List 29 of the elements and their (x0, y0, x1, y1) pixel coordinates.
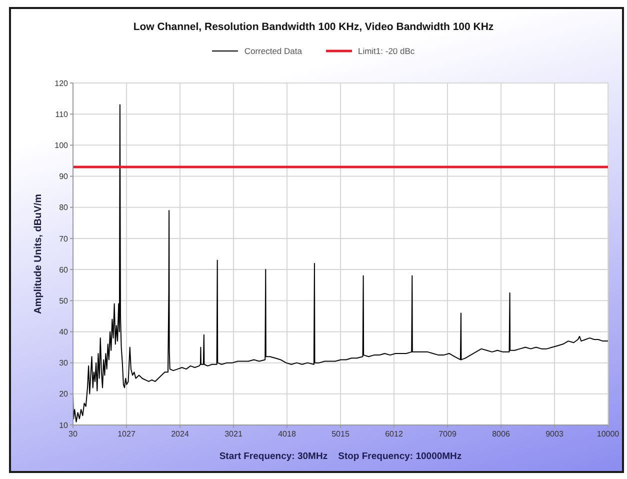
x-tick-label: 2024 (171, 430, 190, 439)
legend-label: Corrected Data (244, 46, 302, 56)
x-tick-label: 6012 (385, 430, 404, 439)
chart-title: Low Channel, Resolution Bandwidth 100 KHz, Video Bandwidth 100 KHz (132, 21, 495, 33)
y-tick-label: 90 (59, 172, 69, 182)
x-axis-title: Start Frequency: 30MHz Stop Frequency: 10000MHz (219, 451, 462, 462)
x-tick-label: 9003 (546, 430, 564, 439)
x-tick-label: 30 (68, 430, 78, 439)
y-tick-label: 70 (59, 234, 69, 244)
x-tick-label: 8006 (492, 430, 510, 439)
legend-label: Limit1: -20 dBc (358, 46, 415, 56)
y-tick-label: 80 (59, 203, 69, 212)
y-tick-label: 50 (59, 296, 69, 306)
y-tick-label: 120 (54, 78, 69, 88)
x-tick-label: 10000 (596, 430, 620, 439)
x-tick-label: 1027 (118, 430, 136, 439)
y-tick-label: 60 (59, 265, 69, 274)
x-tick-label: 7009 (438, 430, 457, 439)
x-tick-label: 4018 (278, 430, 296, 439)
y-tick-label: 100 (54, 141, 69, 150)
x-tick-label: 3021 (224, 430, 243, 439)
y-tick-label: 110 (55, 110, 69, 119)
x-tick-label: 5015 (332, 430, 350, 439)
line-series (73, 104, 608, 422)
y-axis-title: Amplitude Units, dBuV/m (32, 194, 44, 314)
y-tick-label: 40 (59, 328, 69, 337)
y-tick-label: 10 (59, 420, 69, 430)
y-tick-label: 20 (59, 390, 69, 399)
y-tick-label: 30 (59, 358, 69, 368)
